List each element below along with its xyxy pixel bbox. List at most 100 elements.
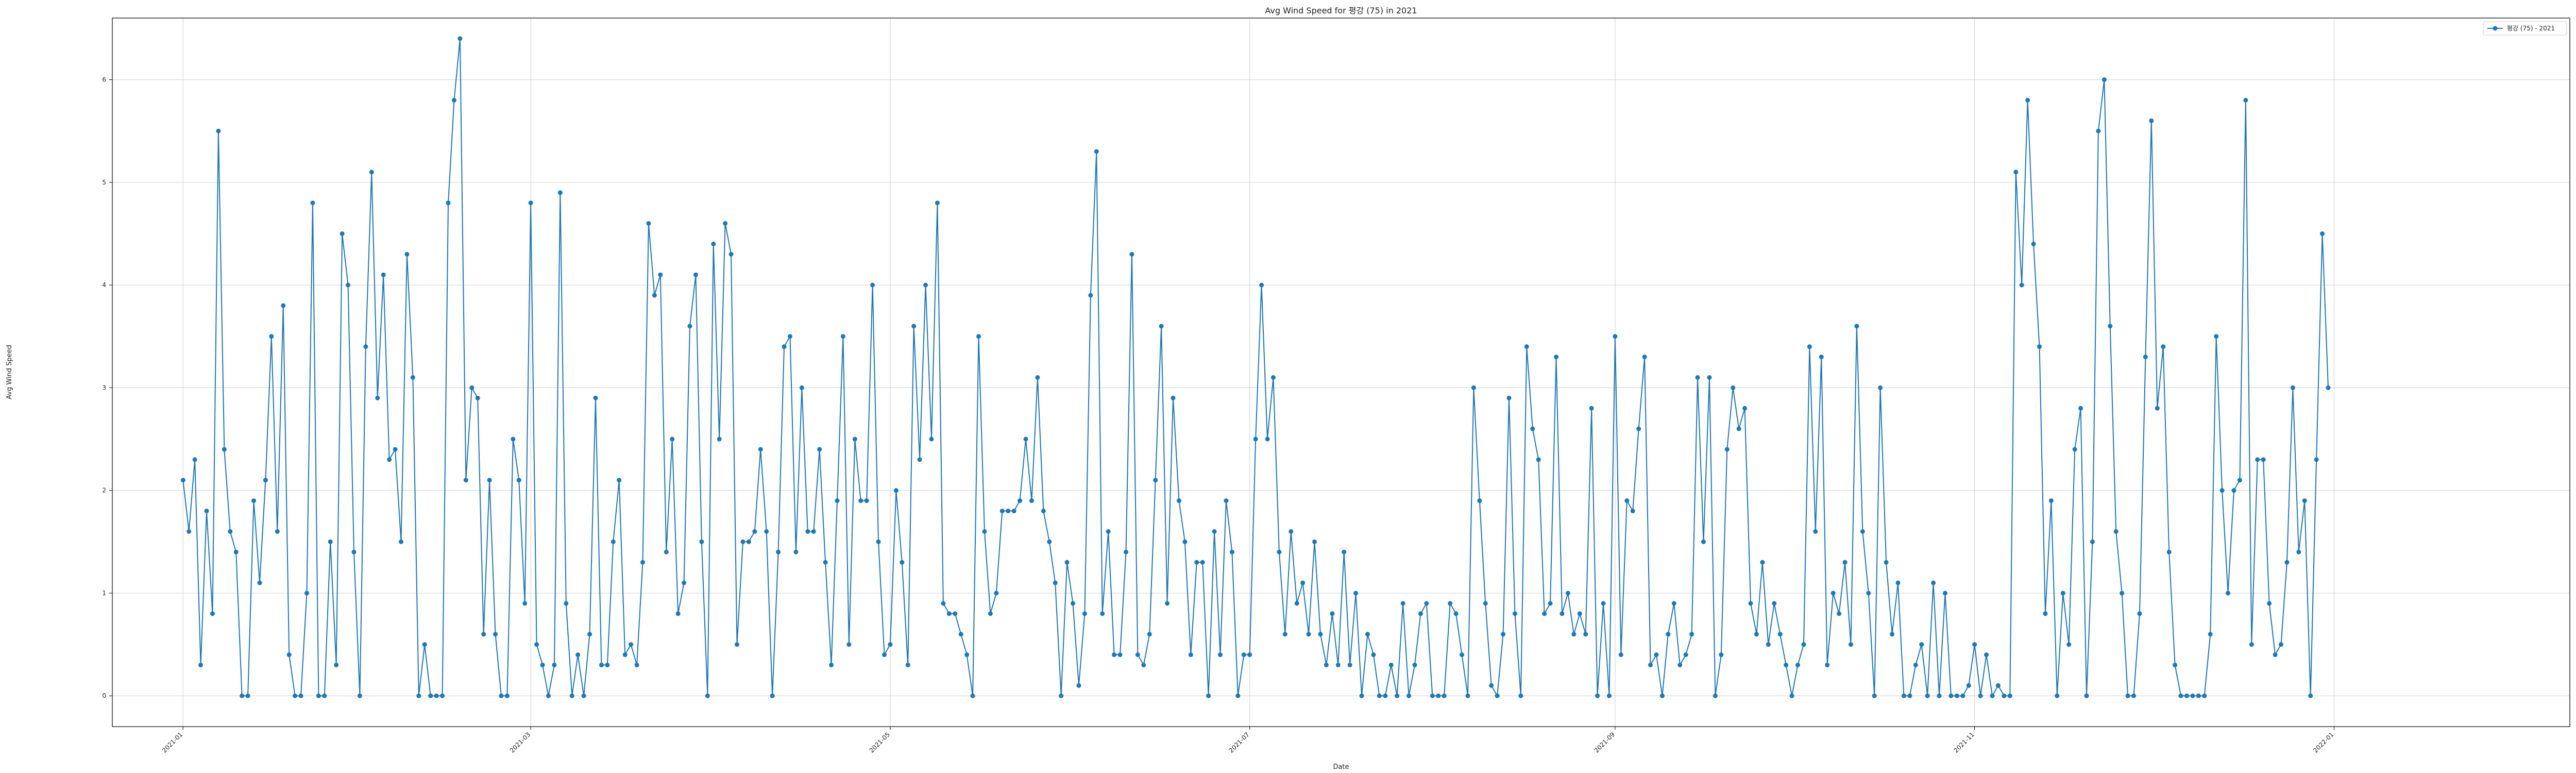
data-point bbox=[2078, 406, 2083, 411]
data-point bbox=[723, 221, 728, 226]
data-point bbox=[2173, 662, 2178, 667]
data-point bbox=[1695, 375, 1700, 380]
data-point bbox=[410, 375, 415, 380]
data-point bbox=[1583, 632, 1588, 637]
data-point bbox=[2131, 693, 2137, 698]
data-point bbox=[422, 642, 427, 647]
data-point bbox=[1748, 601, 1753, 606]
data-point bbox=[1807, 344, 1812, 349]
data-point bbox=[2326, 385, 2331, 390]
data-point bbox=[728, 251, 734, 257]
data-point bbox=[640, 560, 645, 565]
data-point bbox=[399, 539, 403, 544]
data-point bbox=[2055, 693, 2060, 698]
data-point bbox=[1153, 478, 1158, 483]
data-point bbox=[1141, 662, 1146, 667]
data-point bbox=[451, 97, 456, 103]
legend-marker-swatch bbox=[2493, 26, 2498, 31]
data-point bbox=[1565, 591, 1570, 596]
data-point bbox=[634, 662, 639, 667]
data-point bbox=[346, 282, 351, 288]
data-point bbox=[1630, 509, 1635, 514]
data-point bbox=[1701, 539, 1706, 544]
data-point bbox=[564, 601, 569, 606]
data-point bbox=[882, 652, 887, 658]
data-point bbox=[2273, 652, 2278, 658]
data-point bbox=[1135, 652, 1140, 658]
data-point bbox=[805, 529, 810, 534]
data-point bbox=[428, 693, 433, 698]
data-point bbox=[970, 693, 975, 698]
data-point bbox=[2231, 488, 2236, 493]
data-point bbox=[187, 529, 192, 534]
data-point bbox=[569, 693, 574, 698]
data-point bbox=[1071, 601, 1076, 606]
data-point bbox=[1165, 601, 1170, 606]
data-point bbox=[493, 632, 498, 637]
data-point bbox=[764, 529, 769, 534]
data-point bbox=[1388, 662, 1394, 667]
data-point bbox=[2284, 560, 2290, 565]
data-point bbox=[457, 36, 463, 41]
data-point bbox=[381, 272, 386, 277]
data-point bbox=[1018, 498, 1023, 503]
data-point bbox=[1011, 509, 1016, 514]
data-point bbox=[811, 529, 816, 534]
data-point bbox=[298, 693, 303, 698]
series-line bbox=[182, 38, 2329, 697]
data-point bbox=[1282, 632, 1287, 637]
data-point bbox=[1371, 652, 1376, 658]
data-point bbox=[1460, 652, 1464, 658]
data-point bbox=[1683, 652, 1688, 658]
data-point bbox=[293, 693, 298, 698]
data-point bbox=[1606, 693, 1612, 698]
data-point bbox=[1218, 652, 1223, 658]
data-point bbox=[1200, 560, 1205, 565]
data-point bbox=[658, 272, 663, 277]
data-point bbox=[1589, 406, 1594, 411]
y-axis-label: Avg Wind Speed bbox=[6, 345, 13, 399]
data-point bbox=[1053, 580, 1058, 585]
data-point bbox=[2108, 324, 2113, 329]
legend: 평강 (75) - 2021 bbox=[2483, 21, 2567, 36]
data-point bbox=[2214, 334, 2219, 339]
data-point bbox=[1365, 632, 1370, 637]
data-point bbox=[1047, 539, 1052, 544]
data-point bbox=[1931, 580, 1936, 585]
data-point bbox=[2308, 693, 2313, 698]
data-point bbox=[840, 334, 845, 339]
data-point bbox=[1724, 447, 1730, 452]
data-point bbox=[2155, 406, 2160, 411]
data-point bbox=[1942, 591, 1947, 596]
data-point bbox=[1642, 355, 1647, 360]
data-point bbox=[2166, 549, 2172, 554]
data-point bbox=[328, 539, 333, 544]
data-point bbox=[1448, 601, 1453, 606]
data-point bbox=[275, 529, 280, 534]
data-point bbox=[740, 539, 745, 544]
data-point bbox=[711, 241, 716, 246]
data-point bbox=[923, 282, 928, 288]
data-point bbox=[941, 601, 946, 606]
data-point bbox=[2302, 498, 2307, 503]
data-point bbox=[1082, 611, 1087, 616]
data-point bbox=[988, 611, 993, 616]
data-point bbox=[540, 662, 545, 667]
data-point bbox=[1430, 693, 1435, 698]
data-point bbox=[888, 642, 893, 647]
data-point bbox=[1377, 693, 1382, 698]
data-point bbox=[2113, 529, 2119, 534]
data-point bbox=[1713, 693, 1718, 698]
data-point bbox=[2320, 231, 2325, 236]
data-point bbox=[1400, 601, 1405, 606]
data-point bbox=[2196, 693, 2201, 698]
data-point bbox=[228, 529, 233, 534]
data-point bbox=[1436, 693, 1441, 698]
data-point bbox=[964, 652, 970, 658]
data-point bbox=[281, 303, 286, 308]
data-point bbox=[699, 539, 704, 544]
data-point bbox=[1289, 529, 1294, 534]
data-point bbox=[1294, 601, 1299, 606]
data-point bbox=[1831, 591, 1836, 596]
